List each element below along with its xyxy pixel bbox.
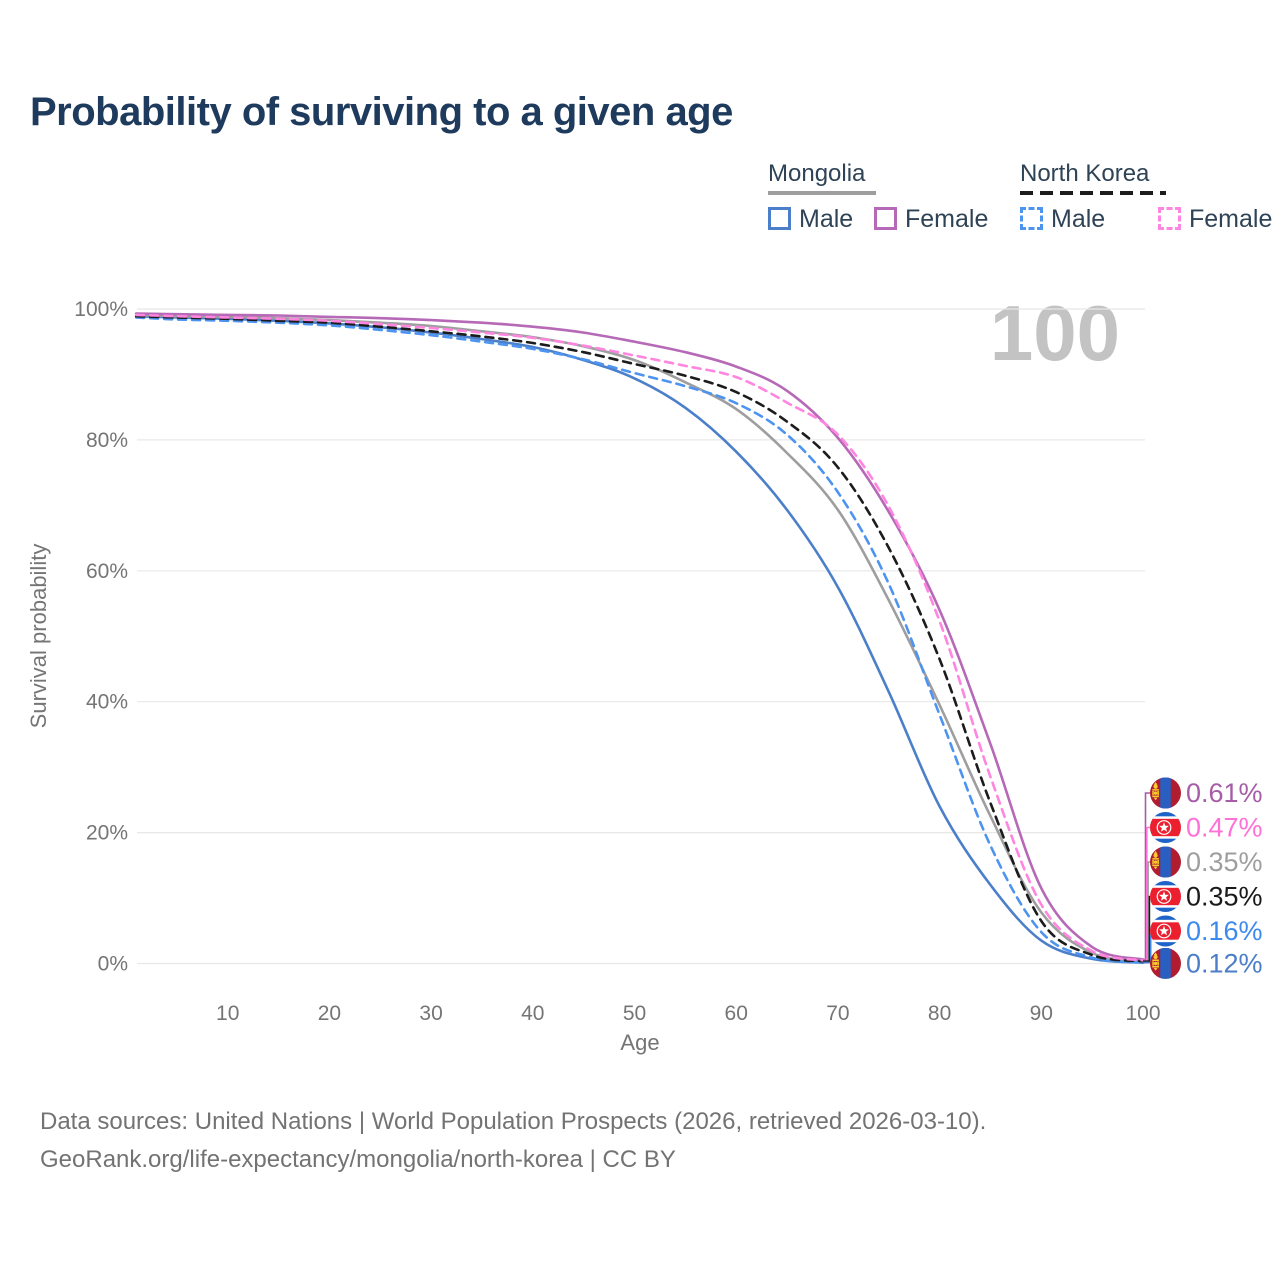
legend-group-north-korea-label: North Korea: [1020, 160, 1150, 187]
end-value-label: 0.61%: [1186, 778, 1263, 808]
x-axis-title: Age: [620, 1030, 659, 1055]
chart-title: Probability of surviving to a given age: [30, 90, 733, 134]
legend-swatch-mongolia-female[interactable]: [874, 207, 897, 230]
end-label-connector: [1143, 792, 1150, 961]
y-axis-title: Survival probability: [26, 544, 51, 729]
x-tick-label: 10: [216, 1002, 239, 1025]
legend-label-mongolia-female[interactable]: Female: [905, 205, 989, 233]
series-line-mongolia-both: [134, 313, 1145, 963]
y-tick-label: 60%: [86, 560, 128, 583]
series-line-mongolia-male: [134, 314, 1145, 964]
series-line-north-korea-male: [134, 316, 1145, 964]
north-korea-line-swatch: [1020, 191, 1166, 195]
footer-sources: Data sources: United Nations | World Pop…: [40, 1108, 987, 1135]
legend-label-north-korea-female[interactable]: Female: [1189, 205, 1273, 233]
y-tick-label: 20%: [86, 822, 128, 845]
y-tick-label: 80%: [86, 429, 128, 452]
age-counter-watermark: 100: [989, 289, 1120, 377]
y-tick-label: 0%: [98, 953, 128, 976]
north-korea-flag-icon: [1150, 881, 1181, 912]
end-value-label: 0.12%: [1186, 948, 1263, 978]
x-tick-label: 60: [725, 1002, 748, 1025]
north-korea-flag-icon: [1150, 812, 1181, 843]
legend-label-mongolia-male[interactable]: Male: [799, 205, 854, 233]
series-line-mongolia-female: [134, 312, 1145, 961]
x-tick-label: 30: [419, 1002, 442, 1025]
end-label-connector: [1143, 895, 1151, 962]
x-tick-label: 50: [623, 1002, 646, 1025]
x-tick-label: 100: [1125, 1002, 1160, 1025]
mongolia-flag-icon: [1150, 777, 1181, 809]
legend-group-mongolia-label: Mongolia: [768, 160, 866, 187]
x-tick-label: 20: [318, 1002, 341, 1025]
x-tick-label: 70: [826, 1002, 849, 1025]
series-line-north-korea-female: [134, 313, 1145, 962]
mongolia-flag-icon: [1150, 846, 1181, 878]
legend-swatch-mongolia-male[interactable]: [768, 207, 791, 230]
footer-attribution[interactable]: GeoRank.org/life-expectancy/mongolia/nor…: [40, 1146, 676, 1173]
mongolia-line-swatch: [768, 191, 876, 195]
x-tick-label: 90: [1030, 1002, 1053, 1025]
x-tick-label: 40: [521, 1002, 544, 1025]
x-tick-label: 80: [928, 1002, 951, 1025]
end-value-label: 0.35%: [1186, 882, 1263, 912]
legend-label-north-korea-male[interactable]: Male: [1051, 205, 1106, 233]
north-korea-flag-icon: [1150, 915, 1181, 947]
y-tick-label: 100%: [74, 298, 128, 321]
end-value-label: 0.35%: [1186, 847, 1263, 877]
y-tick-label: 40%: [86, 691, 128, 714]
mongolia-flag-icon: [1150, 947, 1181, 979]
end-value-label: 0.47%: [1186, 813, 1263, 843]
legend-swatch-north-korea-male[interactable]: [1020, 207, 1043, 230]
end-value-label: 0.16%: [1186, 916, 1263, 946]
legend-swatch-north-korea-female[interactable]: [1158, 207, 1181, 230]
series-line-north-korea-both: [134, 314, 1145, 963]
